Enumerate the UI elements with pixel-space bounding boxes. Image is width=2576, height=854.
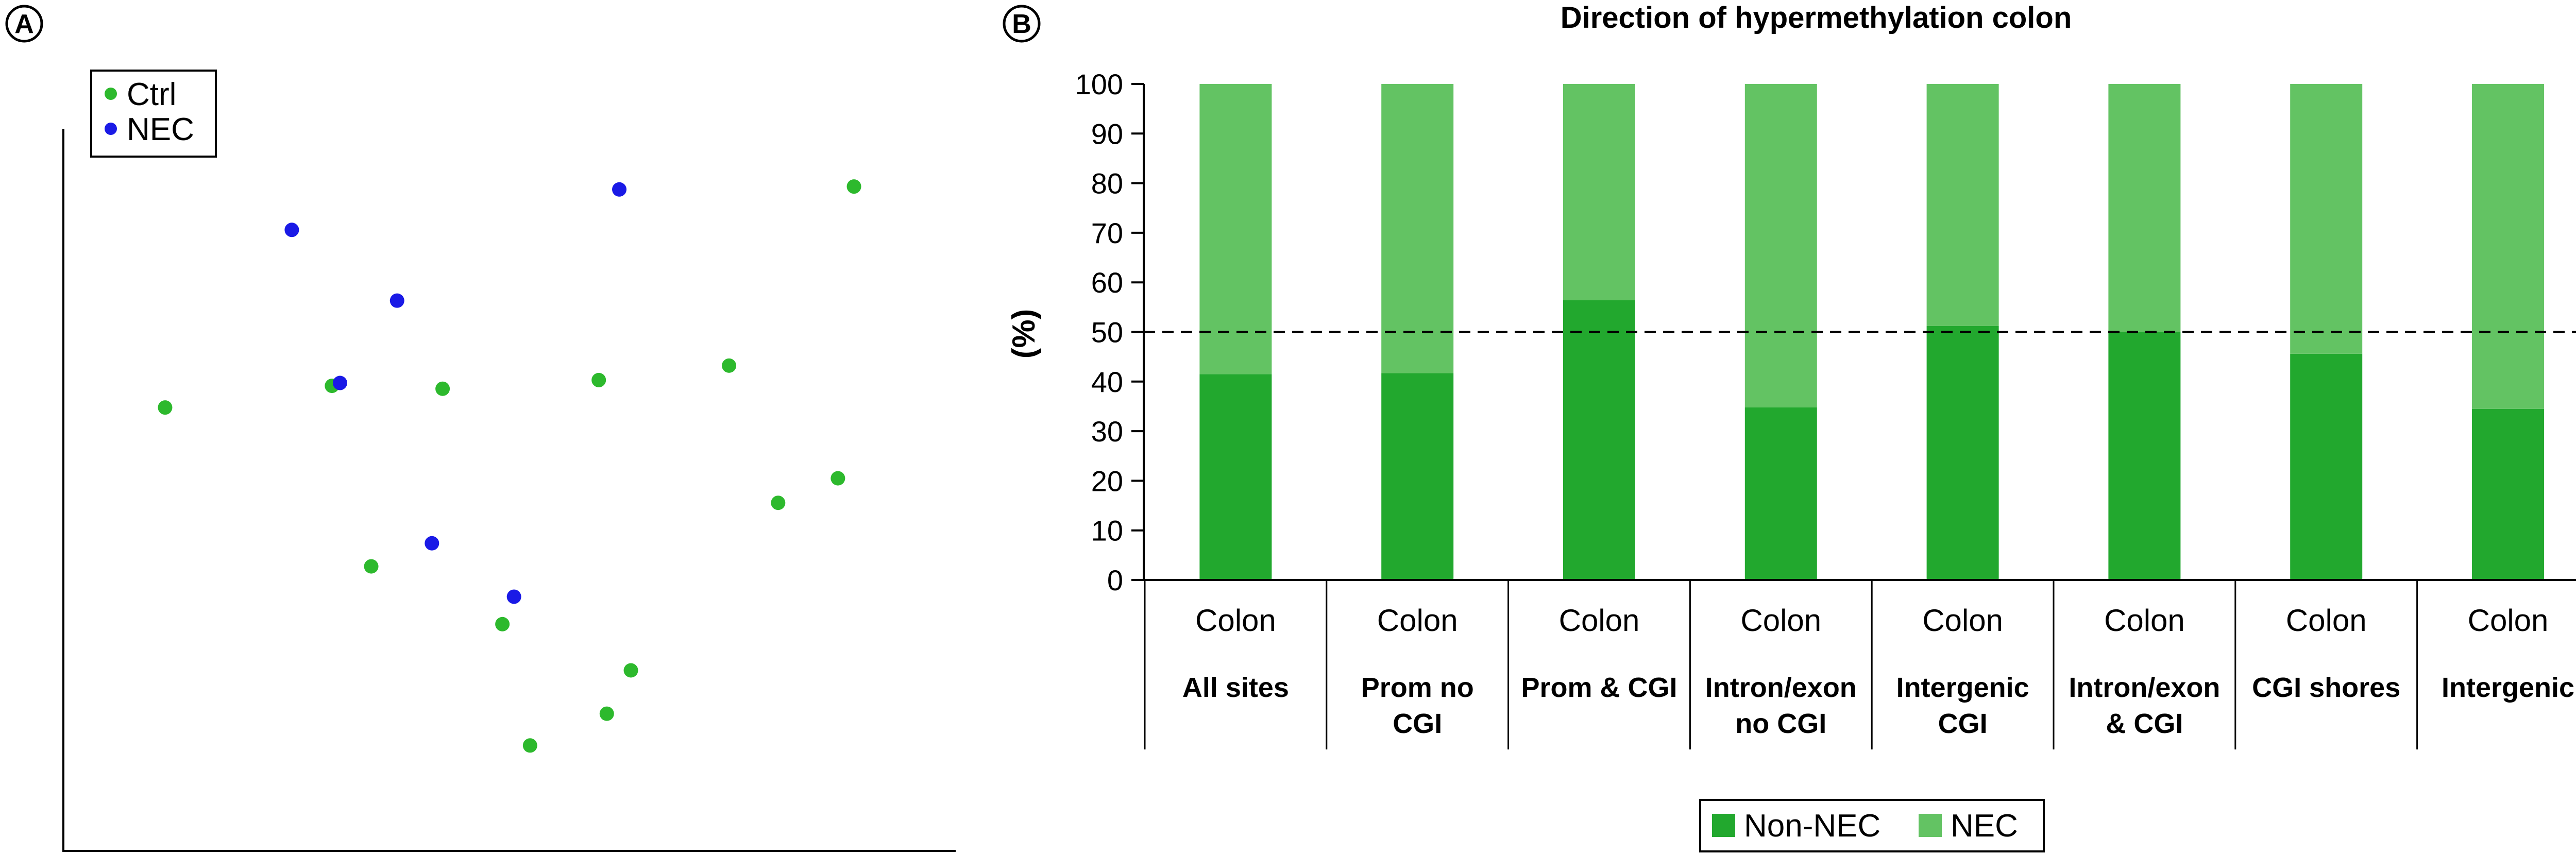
legend-non-nec-swatch	[1712, 814, 1735, 837]
legend-nec-swatch	[1919, 814, 1942, 837]
y-tick-label: 70	[1091, 217, 1123, 249]
y-tick-label: 30	[1091, 415, 1123, 448]
scatter-point-nec	[425, 536, 439, 551]
category-label: Colon	[2104, 603, 2185, 638]
category-label: Colon	[1559, 603, 1640, 638]
bar-non-nec	[1563, 300, 1635, 580]
bar-non-nec	[2290, 353, 2363, 580]
legend-ctrl-marker	[105, 88, 117, 100]
category-label: Colon	[2468, 603, 2549, 638]
scatter-point-nec	[332, 375, 347, 390]
category-label: Colon	[1740, 603, 1821, 638]
scatter-point-ctrl	[364, 559, 379, 574]
scatter-legend: Ctrl NEC	[90, 70, 217, 158]
subcategory-label: CGI shores	[2252, 672, 2400, 703]
bar-nec	[1563, 84, 1635, 300]
legend-nec-label: NEC	[127, 112, 194, 147]
scatter-point-ctrl	[771, 496, 786, 510]
bar-legend: Non-NEC NEC	[1699, 799, 2045, 852]
subcategory-label: Intergenic	[2442, 672, 2574, 703]
subcategory-label: Prom & CGI	[1521, 672, 1677, 703]
legend-ctrl-label: Ctrl	[127, 77, 176, 112]
y-tick-label: 0	[1107, 564, 1123, 596]
bar-nec	[1926, 84, 1999, 326]
bar-nec	[1744, 84, 1817, 407]
panel-a-label-circle	[5, 5, 43, 43]
y-tick-label: 90	[1091, 117, 1123, 150]
y-tick-label: 60	[1091, 266, 1123, 299]
y-axis-label: (%)	[1006, 309, 1042, 358]
subcategory-label: & CGI	[2106, 708, 2183, 739]
scatter-point-ctrl	[495, 617, 510, 631]
legend-nec-label: NEC	[1951, 808, 2018, 844]
scatter-point-ctrl	[722, 358, 737, 373]
scatter-point-ctrl	[599, 706, 614, 721]
bar-non-nec	[2472, 408, 2544, 580]
panel-a-letter: A	[14, 9, 34, 39]
bar-non-nec	[2108, 332, 2181, 580]
subcategory-label: CGI	[1393, 708, 1442, 739]
y-tick-label: 10	[1091, 515, 1123, 547]
category-label: Colon	[1195, 603, 1276, 638]
scatter-point-ctrl	[846, 179, 861, 194]
category-label: Colon	[2286, 603, 2367, 638]
bar-nec	[1381, 84, 1454, 373]
subcategory-label: Intron/exon	[1705, 672, 1857, 703]
scatter-point-nec	[284, 223, 299, 237]
y-tick-label: 20	[1091, 465, 1123, 497]
subcategory-label: Intergenic	[1896, 672, 2029, 703]
panel-b-label-circle	[1003, 5, 1041, 43]
scatter-point-nec	[389, 293, 404, 308]
subcategory-label: Prom no	[1361, 672, 1474, 703]
subcategory-label: no CGI	[1735, 708, 1826, 739]
bar-non-nec	[1199, 374, 1272, 580]
category-label: Colon	[1377, 603, 1458, 638]
scatter-point-ctrl	[522, 738, 537, 753]
bar-nec	[2290, 84, 2363, 354]
scatter-point-ctrl	[158, 400, 173, 415]
scatter-point-nec	[612, 182, 627, 197]
legend-nec-marker	[105, 123, 117, 135]
panel-b-letter: B	[1012, 9, 1031, 39]
bar-non-nec	[1744, 407, 1817, 580]
chart-title: Direction of hypermethylation colon	[1561, 1, 2072, 35]
panel-b: B Direction of hypermethylation colon (%…	[1003, 1, 2576, 852]
y-tick-label: 100	[1075, 68, 1123, 100]
y-tick-label: 80	[1091, 167, 1123, 200]
bars	[1199, 84, 2544, 580]
bar-nec	[2472, 84, 2544, 409]
scatter-point-nec	[506, 589, 521, 604]
scatter-point-ctrl	[591, 372, 606, 387]
bar-non-nec	[1926, 326, 1999, 580]
panel-a: A Ctrl NEC	[5, 5, 956, 852]
legend-non-nec-label: Non-NEC	[1744, 808, 1880, 844]
bar-legend-box	[1699, 799, 2045, 852]
scatter-point-ctrl	[435, 381, 450, 396]
bar-nec	[2108, 84, 2181, 332]
x-axis-categories: Colon All sites Colon Prom no CGI Colon Prom &…	[1144, 580, 2574, 749]
category-label: Colon	[1922, 603, 2003, 638]
y-axis-ticks: 0 10 20 30 40 50 60 70 80 90 100	[1075, 68, 1144, 596]
scatter-point-ctrl	[623, 663, 638, 678]
scatter-points	[158, 179, 861, 753]
scatter-point-ctrl	[831, 471, 845, 486]
y-tick-label: 50	[1091, 316, 1123, 349]
bar-nec	[1199, 84, 1272, 374]
subcategory-label: Intron/exon	[2069, 672, 2220, 703]
y-tick-label: 40	[1091, 366, 1123, 398]
bar-non-nec	[1381, 373, 1454, 580]
subcategory-label: All sites	[1182, 672, 1289, 703]
subcategory-label: CGI	[1938, 708, 1988, 739]
scatter-legend-box	[90, 70, 217, 158]
scatter-axes	[62, 129, 956, 852]
